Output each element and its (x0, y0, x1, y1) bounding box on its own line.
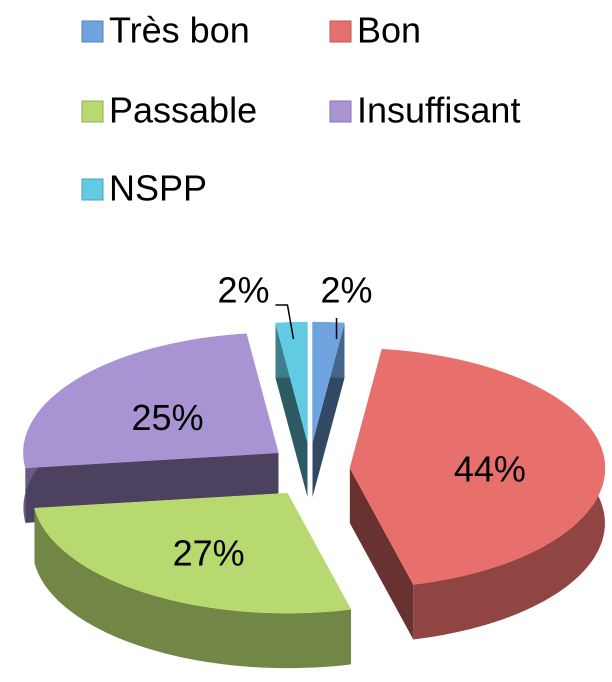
data-label: 44% (454, 449, 526, 490)
legend-swatch (329, 20, 352, 43)
slice (34, 492, 352, 669)
legend-item: Bon (329, 10, 421, 51)
slice-wall (349, 468, 414, 640)
slice (275, 321, 308, 498)
data-label: 2% (217, 270, 269, 311)
slice-top (275, 321, 308, 443)
pie (23, 321, 606, 669)
legend-label: NSPP (109, 168, 207, 209)
slice (349, 348, 606, 640)
legend-swatch (329, 100, 352, 123)
legend-item: NSPP (81, 168, 207, 209)
legend-item: Très bon (81, 10, 250, 51)
slice-side (34, 508, 351, 669)
legend-label: Insuffisant (357, 90, 520, 131)
data-label: 2% (321, 270, 373, 311)
slice-top (34, 492, 352, 614)
slice-top (23, 333, 279, 469)
legend-swatch (81, 100, 104, 123)
slice-top (349, 348, 606, 585)
legend-label: Passable (109, 90, 257, 131)
legend-item: Insuffisant (329, 90, 520, 131)
data-label: 27% (173, 532, 245, 573)
data-label: 25% (132, 397, 204, 438)
slice-top (312, 321, 345, 443)
slice (312, 321, 345, 498)
legend: Très bon Bon Passable Insuffisant NSPP (81, 10, 520, 209)
legend-swatch (81, 20, 104, 43)
legend-label: Très bon (109, 10, 250, 51)
legend-item: Passable (81, 90, 257, 131)
legend-label: Bon (357, 10, 421, 51)
leader-line (275, 304, 295, 340)
legend-swatch (81, 178, 104, 201)
